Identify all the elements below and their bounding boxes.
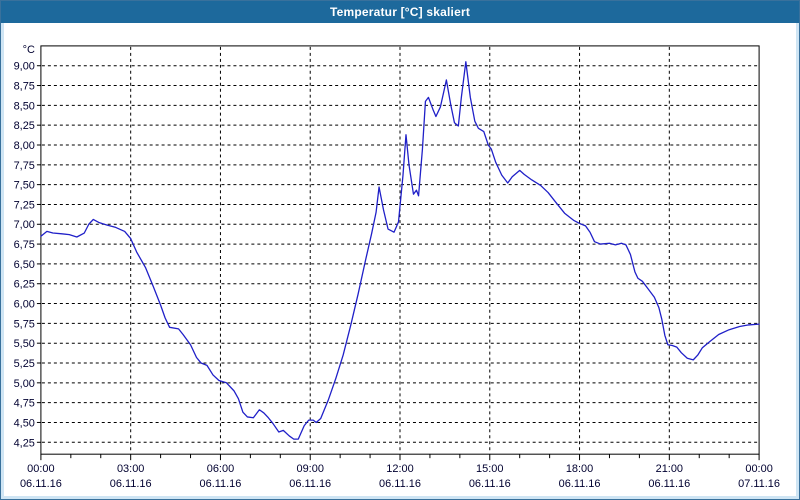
y-tick-label: 4,25 xyxy=(14,437,35,449)
y-tick-label: 6,75 xyxy=(14,239,35,251)
x-tick-date-label: 06.11.16 xyxy=(110,478,152,490)
y-tick-label: 5,25 xyxy=(14,358,35,370)
chart-area: 9,00 8,75 8,50 8,25 8,00 7,75 7,50 7,25 7,00 6,75… xyxy=(4,23,796,496)
x-tick-time-label: 00:00 xyxy=(745,463,772,475)
y-tick-label: 7,00 xyxy=(14,219,35,231)
x-tick-date-label: 06.11.16 xyxy=(289,478,331,490)
y-tick-label: 6,25 xyxy=(14,279,35,291)
x-tick-date-label: 06.11.16 xyxy=(200,478,242,490)
x-tick-time-label: 03:00 xyxy=(117,463,144,475)
window-titlebar: Temperatur [°C] skaliert xyxy=(1,1,799,23)
y-tick-label: 8,50 xyxy=(14,100,35,112)
y-tick-label: 9,00 xyxy=(14,61,35,73)
x-tick-time-label: 21:00 xyxy=(656,463,683,475)
x-tick-date-label: 06.11.16 xyxy=(20,478,62,490)
x-tick-time-label: 12:00 xyxy=(386,463,413,475)
y-tick-label: 8,00 xyxy=(14,140,35,152)
y-tick-label: 5,50 xyxy=(14,338,35,350)
x-tick-date-label: 06.11.16 xyxy=(379,478,421,490)
x-tick-time-label: 15:00 xyxy=(476,463,503,475)
temperature-line xyxy=(40,61,760,440)
y-tick-label: 4,75 xyxy=(14,398,35,410)
y-tick-label: 6,50 xyxy=(14,259,35,271)
plot-border xyxy=(40,45,760,455)
y-tick-label: 7,50 xyxy=(14,180,35,192)
x-tick-time-label: 06:00 xyxy=(207,463,234,475)
x-tick-date-label: 06.11.16 xyxy=(648,478,690,490)
x-tick-time-label: 09:00 xyxy=(297,463,324,475)
temperature-chart: 9,00 8,75 8,50 8,25 8,00 7,75 7,50 7,25 7,00 6,75… xyxy=(14,44,780,490)
y-tick-label: 6,00 xyxy=(14,299,35,311)
y-tick-label: 7,25 xyxy=(14,199,35,211)
y-tick-label: 8,25 xyxy=(14,120,35,132)
window-title: Temperatur [°C] skaliert xyxy=(329,5,471,19)
x-tick-date-label: 06.11.16 xyxy=(469,478,511,490)
y-tick-label: 5,75 xyxy=(14,318,35,330)
y-tick-label: 7,75 xyxy=(14,160,35,172)
x-tick-date-label: 06.11.16 xyxy=(559,478,601,490)
y-axis-unit-label: °C xyxy=(23,44,35,56)
y-tick-label: 5,00 xyxy=(14,378,35,390)
y-tick-label: 8,75 xyxy=(14,81,35,93)
x-tick-time-label: 00:00 xyxy=(27,463,54,475)
x-tick-date-label: 07.11.16 xyxy=(738,478,780,490)
y-tick-label: 4,50 xyxy=(14,417,35,429)
x-tick-time-label: 18:00 xyxy=(566,463,593,475)
